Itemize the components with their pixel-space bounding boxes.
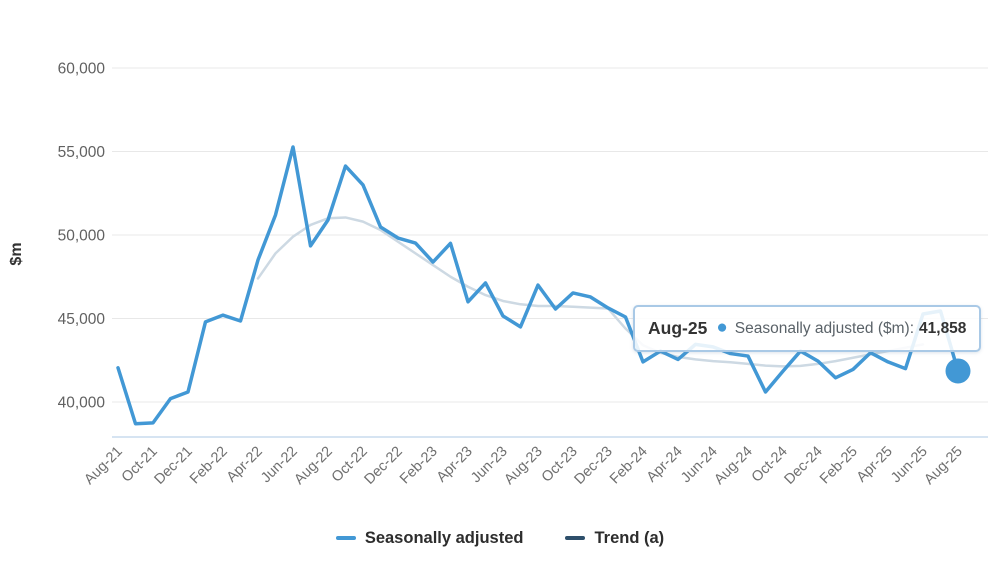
chart-tooltip: Aug-25 ● Seasonally adjusted ($m): 41,85…	[633, 305, 982, 352]
seasonally-adjusted-line[interactable]	[116, 145, 960, 426]
chart-canvas: 60,00055,00050,00045,00040,000Aug-21Oct-…	[8, 61, 988, 488]
x-tick-label: Feb-25	[817, 444, 861, 488]
series-bullet-icon: ●	[716, 317, 728, 338]
tooltip-value: 41,858	[919, 319, 967, 337]
y-tick-label: 60,000	[58, 61, 106, 78]
x-tick-label: Apr-23	[434, 444, 476, 486]
trend-line[interactable]	[256, 216, 925, 368]
x-tick-label: Dec-24	[781, 444, 825, 488]
x-tick-label: Aug-25	[921, 444, 965, 488]
legend-item-trend[interactable]: Trend (a)	[565, 529, 664, 548]
x-tick-label: Feb-23	[397, 444, 441, 488]
x-tick-label: Aug-21	[81, 444, 125, 488]
y-tick-label: 55,000	[58, 144, 106, 161]
x-tick-label: Aug-22	[291, 444, 335, 488]
x-tick-label: Aug-24	[711, 444, 755, 488]
x-tick-label: Apr-24	[644, 444, 686, 486]
x-tick-label: Dec-22	[361, 444, 405, 488]
chart-legend: Seasonally adjusted Trend (a)	[0, 518, 1000, 558]
highlighted-point-marker[interactable]	[945, 358, 971, 384]
x-tick-label: Dec-23	[571, 444, 615, 488]
x-tick-label: Apr-25	[854, 444, 896, 486]
y-tick-label: 40,000	[58, 395, 106, 412]
tooltip-series-label: Seasonally adjusted ($m):	[734, 319, 915, 337]
x-tick-label: Aug-23	[501, 444, 545, 488]
seasonally-adjusted-swatch-icon	[335, 536, 356, 540]
trend-swatch-icon	[565, 536, 586, 540]
x-tick-label: Feb-22	[187, 444, 231, 488]
legend-item-seasonally-adjusted[interactable]: Seasonally adjusted	[335, 528, 524, 548]
tooltip-period: Aug-25	[648, 318, 708, 338]
chart-area: 60,000 55,000 50,000 45,000 40,000 Aug-21 Oct-…	[8, 61, 988, 488]
y-tick-label: 45,000	[58, 311, 106, 328]
x-tick-label: Apr-22	[224, 444, 266, 486]
x-tick-label: Dec-21	[151, 444, 195, 488]
legend-label: Trend (a)	[594, 528, 665, 547]
y-axis-title: $m	[8, 242, 25, 265]
y-tick-label: 50,000	[58, 228, 106, 245]
x-tick-label: Feb-24	[607, 444, 651, 488]
legend-label: Seasonally adjusted	[364, 528, 524, 547]
